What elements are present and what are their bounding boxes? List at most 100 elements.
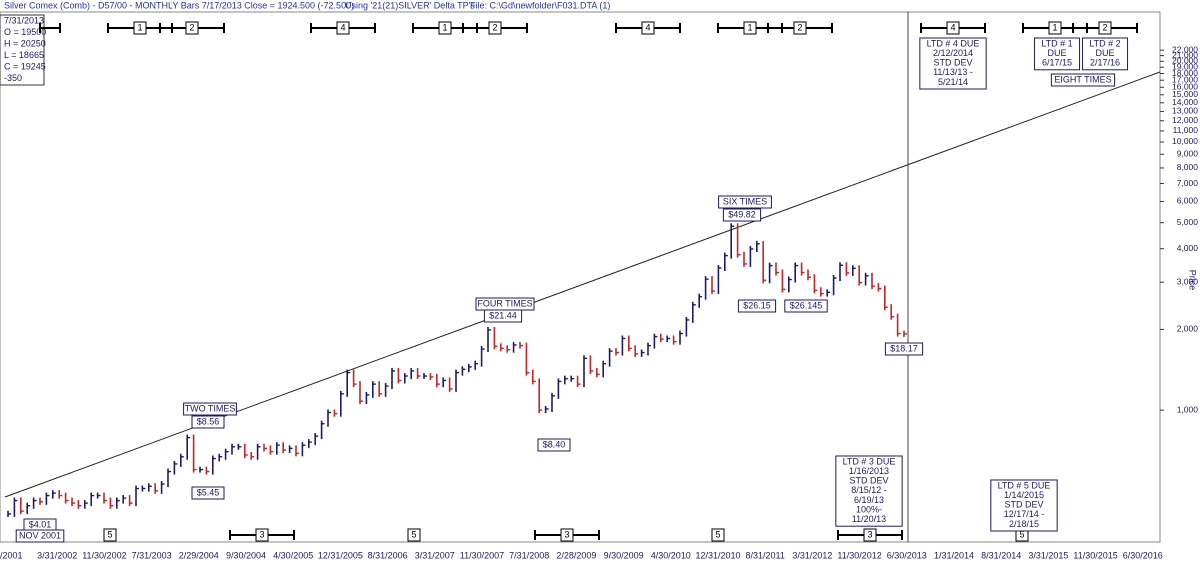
ltd-text: 6/19/13 bbox=[854, 495, 884, 505]
cycle-marker: 1 bbox=[442, 22, 447, 32]
y-tick-label: 6,000 bbox=[1177, 196, 1199, 206]
y-tick-label: 12,000 bbox=[1172, 115, 1198, 125]
annotation-box bbox=[537, 438, 571, 452]
ltd-text: 12/17/14 - bbox=[1004, 509, 1045, 519]
cycle-marker: 5 bbox=[107, 529, 112, 539]
ltd-text: LTD # 1 bbox=[1041, 38, 1072, 48]
annotation: $49.82 bbox=[728, 209, 756, 219]
info-text: H = 20250 bbox=[4, 38, 46, 48]
cycle-marker: 5 bbox=[715, 529, 720, 539]
cycle-marker-box bbox=[711, 528, 725, 542]
x-tick-label: 12/31/2005 bbox=[318, 550, 363, 560]
annotation-box bbox=[483, 309, 523, 323]
header-file: File: C:\Gd\newfolder\F031.DTA (1) bbox=[470, 0, 610, 10]
ltd-text: DUE bbox=[1095, 48, 1114, 58]
cycle-marker: 2 bbox=[797, 22, 802, 32]
annotation: $4.01 bbox=[29, 519, 52, 529]
ltd-text: LTD # 4 DUE bbox=[927, 38, 980, 48]
x-tick-label: 12/31/2010 bbox=[695, 550, 740, 560]
ltd-text: LTD # 3 DUE bbox=[843, 456, 896, 466]
y-tick-label: 20,000 bbox=[1172, 56, 1198, 66]
info-text: O = 19500 bbox=[4, 27, 46, 37]
ltd-box bbox=[1033, 37, 1081, 71]
y-tick-label: 5,000 bbox=[1177, 217, 1199, 227]
ltd-text: 2/12/2014 bbox=[933, 48, 973, 58]
y-tick-label: 4,000 bbox=[1177, 243, 1199, 253]
ltd-box bbox=[835, 455, 903, 527]
cycle-marker-box bbox=[336, 21, 350, 35]
annotation-box bbox=[191, 415, 225, 429]
y-tick-label: 2,000 bbox=[1177, 324, 1199, 334]
x-tick-label: 8/31/2014 bbox=[981, 550, 1021, 560]
cycle-marker-box bbox=[438, 21, 452, 35]
annotation: EIGHT TIMES bbox=[1054, 74, 1111, 84]
x-tick-label: 1/31/2014 bbox=[934, 550, 974, 560]
ltd-text: 5/21/14 bbox=[938, 77, 968, 87]
cycle-marker: 3 bbox=[867, 529, 872, 539]
ltd-text: 1/16/2013 bbox=[849, 466, 889, 476]
cycle-marker: 2 bbox=[492, 22, 497, 32]
y-axis-label: Price bbox=[1188, 270, 1198, 291]
info-box bbox=[0, 14, 45, 86]
y-tick-label: 18,000 bbox=[1172, 68, 1198, 78]
annotation-box bbox=[183, 402, 237, 416]
y-tick-label: 3,000 bbox=[1177, 276, 1199, 286]
y-tick-label: 16,000 bbox=[1172, 82, 1198, 92]
cycle-marker: 1 bbox=[747, 22, 752, 32]
cycle-marker: 1 bbox=[1052, 22, 1057, 32]
annotation: $8.40 bbox=[543, 439, 566, 449]
x-tick-label: 2/28/2009 bbox=[556, 550, 596, 560]
y-tick-label: 22,000 bbox=[1172, 44, 1198, 54]
x-tick-label: 3/31/2002 bbox=[37, 550, 77, 560]
cycle-marker-box bbox=[407, 528, 421, 542]
x-tick-label: 3/31/2015 bbox=[1028, 550, 1068, 560]
cycle-marker: 5 bbox=[1019, 529, 1024, 539]
y-tick-label: 7,000 bbox=[1177, 178, 1199, 188]
y-tick-label: 10,000 bbox=[1172, 136, 1198, 146]
cycle-marker-box bbox=[560, 528, 574, 542]
cycle-marker-box bbox=[743, 21, 757, 35]
y-tick-label: 13,000 bbox=[1172, 106, 1198, 116]
annotation: FOUR TIMES bbox=[477, 298, 532, 308]
y-tick-label: 11,000 bbox=[1173, 125, 1199, 135]
cycle-marker-box bbox=[255, 528, 269, 542]
annotation-box bbox=[15, 529, 65, 543]
annotation: $21.44 bbox=[489, 310, 517, 320]
ltd-text: 11/13/13 - bbox=[933, 67, 973, 77]
y-tick-label: 21,000 bbox=[1172, 50, 1198, 60]
cycle-marker: 3 bbox=[259, 529, 264, 539]
cycle-marker: 4 bbox=[340, 22, 345, 32]
annotation-box bbox=[737, 299, 777, 313]
y-tick-label: 14,000 bbox=[1172, 97, 1198, 107]
x-tick-label: 6/30/2013 bbox=[887, 550, 927, 560]
cycle-marker: 2 bbox=[189, 22, 194, 32]
ltd-text: 8/15/12 - bbox=[851, 485, 887, 495]
x-tick-label: 3/31/2007 bbox=[415, 550, 455, 560]
y-tick-label: 1,000 bbox=[1177, 404, 1199, 414]
annotation-box bbox=[884, 342, 924, 356]
x-tick-label: 4/30/2005 bbox=[273, 550, 313, 560]
ltd-text: 100%- bbox=[856, 504, 882, 514]
ltd-box bbox=[919, 37, 987, 90]
ltd-text: 1/14/2015 bbox=[1004, 490, 1044, 500]
ltd-box bbox=[1081, 37, 1129, 71]
y-tick-label: 9,000 bbox=[1177, 149, 1199, 159]
cycle-marker-box bbox=[133, 21, 147, 35]
cycle-marker-box bbox=[103, 528, 117, 542]
x-tick-label: 4/30/2010 bbox=[651, 550, 691, 560]
ltd-text: 6/17/15 bbox=[1042, 58, 1072, 68]
x-tick-label: 11/30/2015 bbox=[1073, 550, 1117, 560]
x-tick-label: 9/30/2009 bbox=[604, 550, 644, 560]
x-tick-label: 8/31/2006 bbox=[368, 550, 408, 560]
cycle-marker: 2 bbox=[1102, 22, 1107, 32]
cycle-marker-box bbox=[863, 528, 877, 542]
annotation-box bbox=[718, 195, 772, 209]
cycle-marker-box bbox=[641, 21, 655, 35]
plot-frame bbox=[0, 11, 1161, 543]
ltd-box bbox=[990, 479, 1058, 532]
x-tick-label: 3/31/2012 bbox=[792, 550, 832, 560]
ltd-text: 11/20/13 bbox=[852, 514, 886, 524]
y-tick-label: 19,000 bbox=[1172, 61, 1198, 71]
cycle-marker-box bbox=[185, 21, 199, 35]
